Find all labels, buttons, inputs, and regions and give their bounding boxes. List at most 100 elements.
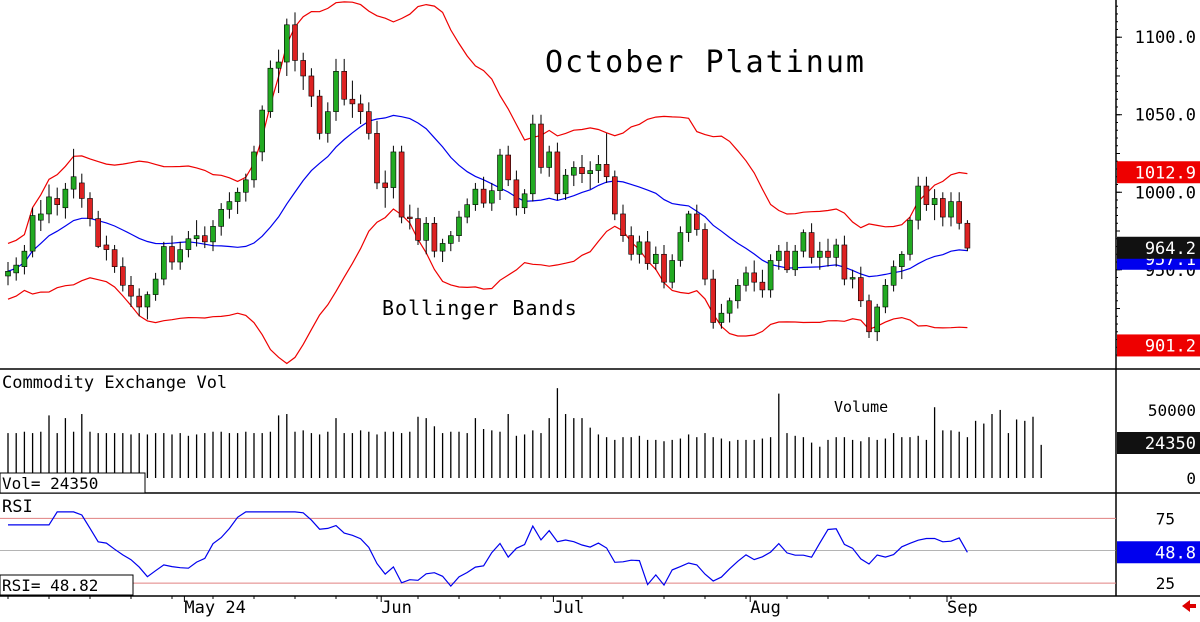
candle-body <box>431 222 438 252</box>
candle-body <box>693 213 700 230</box>
candle-body <box>267 67 274 112</box>
candle-body <box>669 260 676 283</box>
middle-bollinger-band <box>7 114 968 278</box>
candle-body <box>341 71 348 100</box>
candle-body <box>46 196 52 215</box>
candle-body <box>488 190 495 204</box>
upper-band-value-bg <box>1117 161 1200 184</box>
candle-body <box>464 204 471 218</box>
candle-body <box>948 201 954 218</box>
candle-body <box>554 151 561 195</box>
volume-last-value: 24350 <box>1145 434 1196 454</box>
candle-body <box>825 250 831 258</box>
candle-body <box>234 191 241 202</box>
candle-body <box>710 278 717 323</box>
candle-body <box>677 232 684 261</box>
candle-body <box>734 284 741 302</box>
candle-body <box>841 244 848 280</box>
candle-body <box>62 188 69 209</box>
x-tick-label: Sep <box>947 598 978 618</box>
rsi-last-value: 48.8 <box>1155 543 1196 563</box>
last-price-value-bg <box>1117 236 1200 259</box>
candle-body <box>210 226 216 243</box>
candle-body <box>357 103 364 112</box>
candle-body <box>185 238 192 250</box>
candle-body <box>964 222 971 249</box>
upper-band-value: 1012.9 <box>1135 163 1196 183</box>
candle-body <box>784 250 790 271</box>
candle-body <box>300 60 307 77</box>
scroll-left-arrow-icon <box>1182 600 1196 612</box>
rsi-line <box>8 511 968 588</box>
volume-annotation: Volume <box>834 398 888 416</box>
candle-body <box>702 229 708 280</box>
candle-body <box>939 198 946 218</box>
candle-body <box>5 271 11 277</box>
chart-title: October Platinum <box>545 45 866 80</box>
candle-body <box>849 277 856 280</box>
candle-body <box>505 154 512 181</box>
candle-body <box>349 98 356 105</box>
candle-body <box>79 182 85 199</box>
candle-body <box>202 235 208 243</box>
candle-body <box>128 284 134 297</box>
candle-body <box>333 71 339 112</box>
candle-body <box>628 235 635 255</box>
candle-body <box>718 312 725 323</box>
candle-body <box>816 250 823 258</box>
candle-body <box>292 24 298 61</box>
price-tick-label: 1050.0 <box>1135 106 1196 126</box>
volume-last-bg <box>1117 432 1200 454</box>
candle-body <box>95 218 101 247</box>
rsi-tick-label: 75 <box>1156 509 1175 528</box>
candle-body <box>546 151 553 168</box>
candle-body <box>931 198 938 205</box>
candle-body <box>308 75 315 97</box>
candle-body <box>480 188 487 204</box>
candle-body <box>759 281 766 291</box>
candle-body <box>915 185 922 221</box>
candle-body <box>120 266 126 286</box>
candle-body <box>415 218 421 241</box>
candle-body <box>324 111 331 134</box>
candle-body <box>808 232 815 258</box>
candle-body <box>874 306 881 333</box>
candle-body <box>661 253 667 283</box>
lower-band-value: 901.2 <box>1145 336 1196 356</box>
overlay-label: Bollinger Bands <box>382 296 578 320</box>
candle-body <box>562 174 569 195</box>
candle-body <box>169 246 175 263</box>
volume-tick-label: 0 <box>1186 469 1196 488</box>
rsi-tick-label: 25 <box>1156 574 1175 593</box>
upper-bollinger-band <box>7 1 968 244</box>
candle-body <box>472 188 479 205</box>
candle-body <box>13 264 19 274</box>
candle-body <box>898 253 905 267</box>
candle-body <box>111 249 118 267</box>
candle-body <box>365 111 372 134</box>
candle-body <box>685 213 692 233</box>
candle-body <box>907 219 913 255</box>
candle-body <box>398 151 405 218</box>
candle-body <box>882 284 889 308</box>
candle-body <box>595 164 602 171</box>
candle-body <box>218 209 224 227</box>
candle-body <box>283 24 290 63</box>
candle-body <box>226 201 233 210</box>
rsi-panel-label: RSI <box>2 497 33 517</box>
volume-readout: Vol= 24350 <box>2 474 98 493</box>
x-tick-label: Jun <box>381 598 412 618</box>
candle-body <box>620 213 626 236</box>
candle-body <box>792 250 799 271</box>
candle-body <box>529 123 536 195</box>
candle-body <box>800 232 807 252</box>
candle-body <box>570 167 577 176</box>
candle-body <box>775 250 782 261</box>
price-tick-label: 1100.0 <box>1135 28 1196 48</box>
candle-body <box>275 61 282 69</box>
candle-body <box>833 244 840 258</box>
candle-body <box>447 235 454 244</box>
candle-body <box>513 179 520 209</box>
candle-body <box>21 250 28 267</box>
candle-body <box>390 151 397 188</box>
